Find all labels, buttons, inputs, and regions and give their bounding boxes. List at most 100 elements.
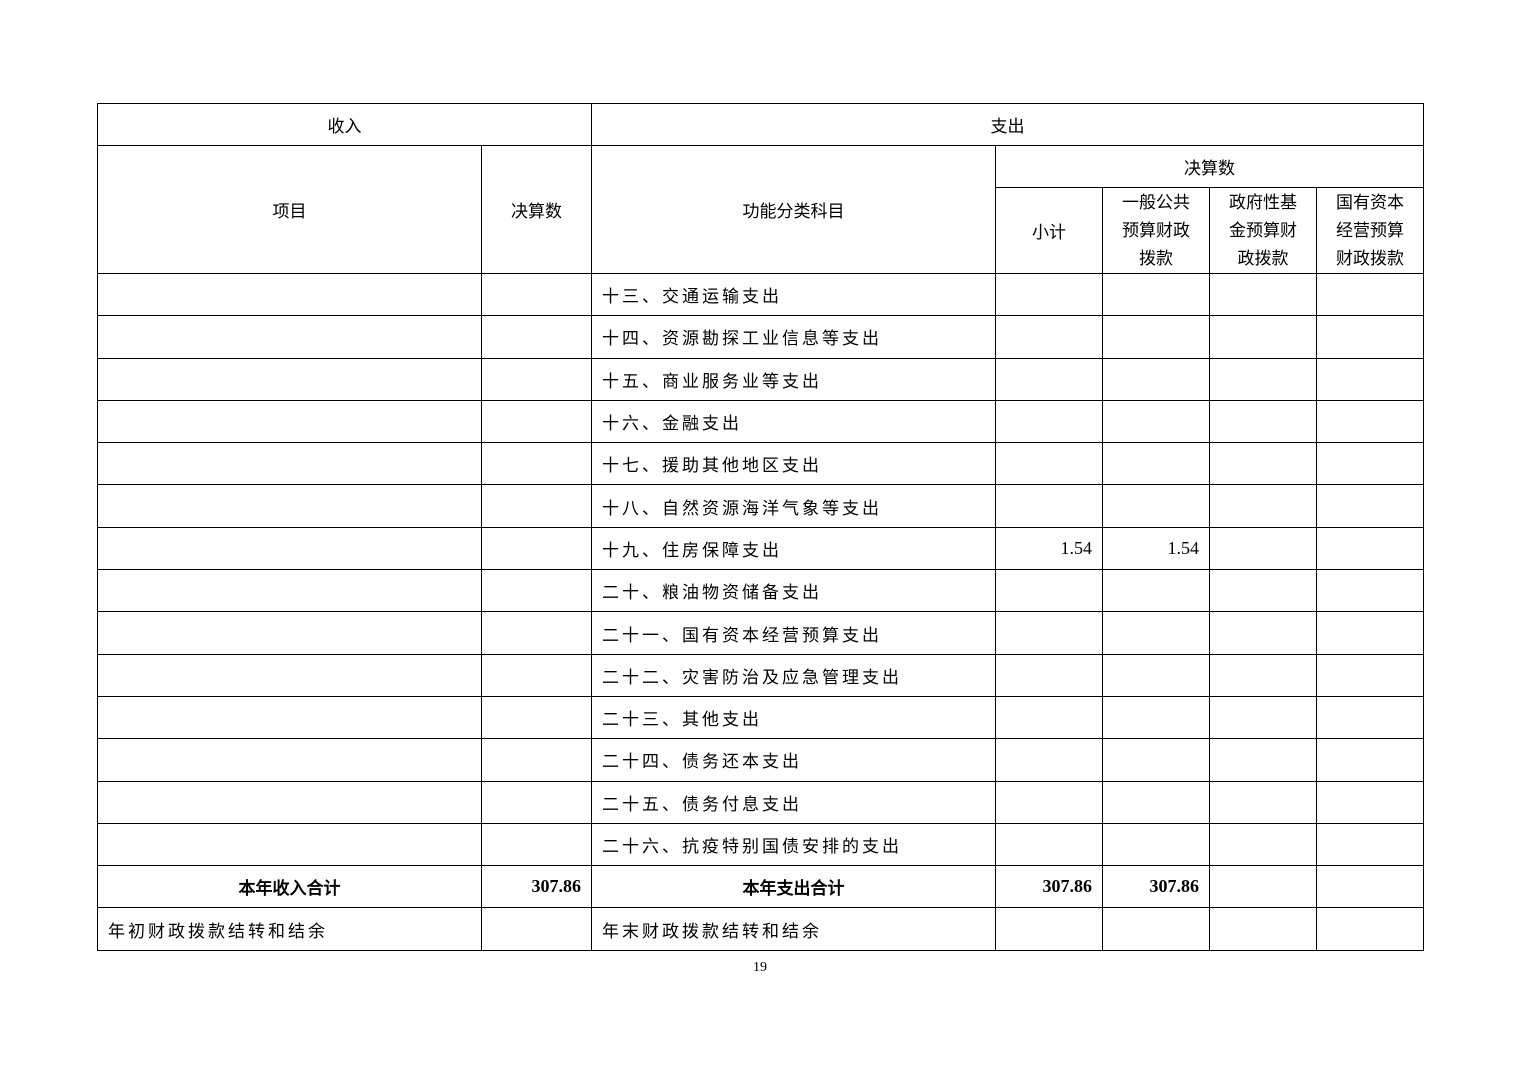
general-cell xyxy=(1102,399,1210,444)
fund-cell xyxy=(1209,738,1317,782)
table-row: 十四、资源勘探工业信息等支出 xyxy=(97,315,1424,359)
table-row: 二十、粮油物资储备支出 xyxy=(97,569,1424,613)
subtotal-cell xyxy=(995,484,1103,528)
subtotal-cell xyxy=(995,357,1103,401)
category-cell: 二十二、灾害防治及应急管理支出 xyxy=(591,653,996,697)
fund-cell xyxy=(1209,315,1317,359)
table-row: 二十六、抗疫特别国债安排的支出 xyxy=(97,822,1424,867)
state-capital-header: 国有资本经营预算财政拨款 xyxy=(1316,187,1424,274)
gov-fund-header: 政府性基金预算财政拨款 xyxy=(1209,187,1317,274)
category-cell: 十六、金融支出 xyxy=(591,399,996,444)
fund-cell xyxy=(1209,442,1317,486)
subtotal-cell xyxy=(995,399,1103,444)
category-cell: 十九、住房保障支出 xyxy=(591,526,996,571)
item-cell xyxy=(97,695,482,740)
carryover-value-cell xyxy=(1102,907,1210,951)
category-cell: 二十三、其他支出 xyxy=(591,695,996,740)
category-cell: 十五、商业服务业等支出 xyxy=(591,357,996,401)
income-amount-cell xyxy=(481,357,592,401)
item-cell xyxy=(97,738,482,782)
carryover-value-cell xyxy=(1209,907,1317,951)
capital-cell xyxy=(1316,780,1424,824)
income-amount-cell xyxy=(481,526,592,571)
table-row: 二十二、灾害防治及应急管理支出 xyxy=(97,653,1424,697)
income-amount-cell xyxy=(481,695,592,740)
item-cell xyxy=(97,780,482,824)
fund-cell xyxy=(1209,695,1317,740)
page-number: 19 xyxy=(753,960,767,975)
expense-header: 支出 xyxy=(591,103,1424,146)
item-cell xyxy=(97,611,482,655)
table-row: 十三、交通运输支出 xyxy=(97,272,1424,317)
item-cell xyxy=(97,272,482,317)
item-cell xyxy=(97,442,482,486)
capital-cell xyxy=(1316,569,1424,613)
fund-cell xyxy=(1209,569,1317,613)
income-amount-cell xyxy=(481,653,592,697)
fund-cell xyxy=(1209,399,1317,444)
expense-total-label: 本年支出合计 xyxy=(591,865,996,909)
general-cell xyxy=(1102,738,1210,782)
capital-cell xyxy=(1316,822,1424,867)
item-cell xyxy=(97,569,482,613)
table-row: 二十四、债务还本支出 xyxy=(97,738,1424,782)
capital-cell xyxy=(1316,272,1424,317)
capital-cell xyxy=(1316,695,1424,740)
subtotal-cell xyxy=(995,569,1103,613)
subtotal-cell xyxy=(995,315,1103,359)
general-budget-header: 一般公共预算财政拨款 xyxy=(1102,187,1210,274)
general-cell xyxy=(1102,611,1210,655)
capital-cell xyxy=(1316,484,1424,528)
totals-row: 本年收入合计 307.86 本年支出合计 307.86 307.86 xyxy=(97,865,1424,909)
fund-cell xyxy=(1209,484,1317,528)
category-cell: 二十四、债务还本支出 xyxy=(591,738,996,782)
general-cell xyxy=(1102,442,1210,486)
table-row: 十五、商业服务业等支出 xyxy=(97,357,1424,401)
subtotal-cell xyxy=(995,822,1103,867)
fund-cell xyxy=(1209,822,1317,867)
capital-cell xyxy=(1316,653,1424,697)
general-cell: 1.54 xyxy=(1102,526,1210,571)
expense-carryover-label: 年末财政拨款结转和结余 xyxy=(591,907,996,951)
income-amount-header: 决算数 xyxy=(481,145,592,274)
income-total-amount: 307.86 xyxy=(481,865,592,909)
capital-cell xyxy=(1316,315,1424,359)
expense-amount-header: 决算数 xyxy=(995,145,1424,188)
subtotal-cell xyxy=(995,695,1103,740)
item-cell xyxy=(97,822,482,867)
fund-cell xyxy=(1209,780,1317,824)
capital-cell xyxy=(1316,399,1424,444)
subtotal-header: 小计 xyxy=(995,187,1103,274)
income-header: 收入 xyxy=(97,103,592,146)
table-row: 二十三、其他支出 xyxy=(97,695,1424,740)
general-cell xyxy=(1102,569,1210,613)
general-cell xyxy=(1102,315,1210,359)
carryover-row: 年初财政拨款结转和结余 年末财政拨款结转和结余 xyxy=(97,907,1424,951)
subtotal-cell xyxy=(995,442,1103,486)
income-amount-cell xyxy=(481,484,592,528)
budget-table: 收入 支出 项目 决算数 功能分类科目 决算数 小计 一般公共预算财政拨款 政府… xyxy=(97,103,1424,951)
subtotal-cell xyxy=(995,653,1103,697)
expense-total-subtotal: 307.86 xyxy=(995,865,1103,909)
general-cell xyxy=(1102,780,1210,824)
income-amount-cell xyxy=(481,315,592,359)
item-cell xyxy=(97,315,482,359)
income-amount-cell xyxy=(481,569,592,613)
fund-cell xyxy=(1209,357,1317,401)
general-cell xyxy=(1102,653,1210,697)
item-cell xyxy=(97,357,482,401)
income-amount-cell xyxy=(481,611,592,655)
capital-cell xyxy=(1316,442,1424,486)
capital-cell xyxy=(1316,357,1424,401)
carryover-value-cell xyxy=(1316,907,1424,951)
income-amount-cell xyxy=(481,399,592,444)
expense-total-general: 307.86 xyxy=(1102,865,1210,909)
table-row: 十七、援助其他地区支出 xyxy=(97,442,1424,486)
income-amount-cell xyxy=(481,822,592,867)
capital-cell xyxy=(1316,611,1424,655)
general-cell xyxy=(1102,822,1210,867)
item-cell xyxy=(97,484,482,528)
income-carryover-label: 年初财政拨款结转和结余 xyxy=(97,907,482,951)
general-cell xyxy=(1102,484,1210,528)
table-row: 十六、金融支出 xyxy=(97,399,1424,444)
